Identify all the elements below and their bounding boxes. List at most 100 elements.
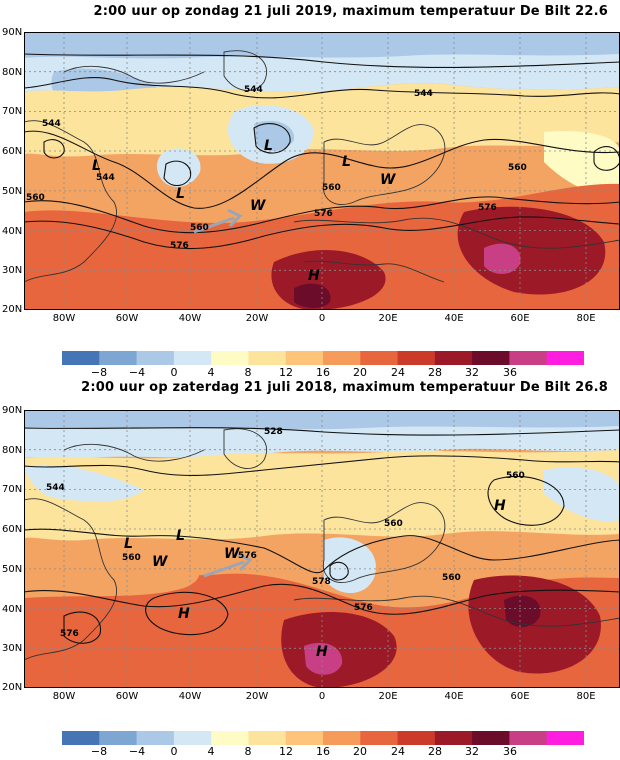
- p1-lat-label: 70N: [2, 106, 23, 117]
- cb1-tick: −8: [90, 366, 108, 379]
- p1-wind-label: W: [250, 198, 266, 214]
- p2-contour-label: 576: [238, 551, 257, 561]
- p2-wind-label: W: [224, 546, 240, 562]
- colorbar-swatch: [546, 351, 585, 365]
- p1-lon-label: 40E: [444, 313, 464, 324]
- colorbar-swatch: [323, 731, 361, 745]
- p2-contour-label: 560: [442, 573, 461, 583]
- p2-wind-label: W: [152, 554, 168, 570]
- cb1-tick: 12: [279, 366, 293, 379]
- p1-wind-label: W: [380, 172, 396, 188]
- p2-lat-label: 50N: [2, 564, 23, 575]
- colorbar-swatch: [173, 351, 212, 365]
- panel1-title: 2:00 uur op zondag 21 juli 2019, maximum…: [93, 4, 608, 19]
- p1-lat-label: 80N: [2, 67, 23, 78]
- p1-lon-label: 80W: [52, 313, 76, 324]
- map-2019-svg: 544 544 544 544 560 560 560 576 576 576 …: [24, 32, 620, 310]
- p2-contour-label: 560: [122, 553, 141, 563]
- cb2-tick: 28: [428, 745, 442, 758]
- p1-contour-label: 544: [414, 89, 433, 99]
- p2-contour-label: 576: [354, 603, 373, 613]
- cb2-tick: 32: [465, 745, 479, 758]
- p2-lon-label: 60W: [115, 691, 139, 702]
- p2-lon-label: 80E: [576, 691, 596, 702]
- p1-pressure-label: L: [176, 186, 185, 202]
- colorbar-swatch: [99, 731, 138, 745]
- colorbar-swatch: [211, 731, 249, 745]
- p1-contour-label: 544: [96, 173, 115, 183]
- colorbar-swatch: [472, 731, 510, 745]
- p1-contour-label: 560: [508, 163, 527, 173]
- cb2-tick: −8: [90, 745, 108, 758]
- colorbar-swatch: [397, 731, 436, 745]
- colorbar-swatch: [136, 731, 175, 745]
- p1-contour-label: 560: [26, 193, 45, 203]
- colorbar-swatch: [509, 351, 548, 365]
- p1-lon-label: 40W: [178, 313, 202, 324]
- p1-lon-label: 0: [318, 313, 326, 324]
- cb1-tick: 32: [465, 366, 479, 379]
- colorbar-top-svg: [62, 351, 585, 365]
- colorbar-bottom-svg: [62, 731, 585, 745]
- p2-lon-label: 80W: [52, 691, 76, 702]
- p1-lat-label: 90N: [2, 27, 23, 38]
- panel2-title: 2:00 uur op zaterdag 21 juli 2018, maxim…: [81, 380, 608, 395]
- p1-pressure-label: H: [308, 268, 320, 284]
- p2-lon-label: 20E: [378, 691, 398, 702]
- colorbar-swatch: [285, 351, 324, 365]
- colorbar-swatch: [136, 351, 175, 365]
- colorbar-swatch: [248, 351, 287, 365]
- p2-contour-label: 576: [60, 629, 79, 639]
- p1-lon-label: 80E: [576, 313, 596, 324]
- colorbar-swatch: [546, 731, 585, 745]
- cb1-tick: −4: [128, 366, 146, 379]
- p2-contour-label: 528: [264, 427, 283, 437]
- cb1-tick: 16: [316, 366, 330, 379]
- colorbar-swatch: [434, 731, 473, 745]
- p2-contour-label: 578: [312, 577, 331, 587]
- p2-lat-label: 60N: [2, 524, 23, 535]
- p1-contour-label: 560: [190, 223, 209, 233]
- colorbar-swatch: [62, 731, 100, 745]
- p2-contour-label: 544: [46, 483, 65, 493]
- cb1-tick: 0: [170, 366, 178, 379]
- cb2-tick: 36: [503, 745, 517, 758]
- p2-lat-label: 80N: [2, 445, 23, 456]
- cb1-tick: 24: [391, 366, 405, 379]
- p1-contour-label: 576: [170, 241, 189, 251]
- colorbar-swatch: [360, 351, 399, 365]
- p1-lat-label: 60N: [2, 146, 23, 157]
- p2-lon-label: 40W: [178, 691, 202, 702]
- p1-contour-label: 544: [42, 119, 61, 129]
- cb2-tick: 24: [391, 745, 405, 758]
- p2-pressure-label: H: [494, 498, 506, 514]
- colorbar-top: [62, 350, 585, 365]
- p2-pressure-label: H: [316, 644, 328, 660]
- p2-pressure-label: L: [124, 536, 133, 552]
- p2-lat-label: 30N: [2, 643, 23, 654]
- cb2-tick: 16: [316, 745, 330, 758]
- p2-pressure-label: H: [178, 606, 190, 622]
- p1-pressure-label: L: [264, 138, 273, 154]
- colorbar-swatch: [472, 351, 510, 365]
- map-2018-svg: 528 544 560 576 560 560 560 576 578 576 …: [24, 410, 620, 688]
- colorbar-swatch: [62, 351, 100, 365]
- colorbar-swatch: [173, 731, 212, 745]
- p1-lon-label: 20W: [245, 313, 269, 324]
- p2-contour-label: 560: [384, 519, 403, 529]
- colorbar-swatch: [434, 351, 473, 365]
- p2-lat-label: 90N: [2, 405, 23, 416]
- p2-lon-label: 20W: [245, 691, 269, 702]
- cb1-tick: 8: [244, 366, 252, 379]
- p1-contour-label: 576: [478, 203, 497, 213]
- p1-pressure-label: L: [92, 158, 101, 174]
- cb1-tick: 28: [428, 366, 442, 379]
- colorbar-swatch: [323, 351, 361, 365]
- map-panel-2018: 528 544 560 576 560 560 560 576 578 576 …: [24, 410, 620, 688]
- p1-lat-label: 30N: [2, 265, 23, 276]
- colorbar-bottom: [62, 730, 585, 745]
- cb2-tick: 0: [170, 745, 178, 758]
- colorbar-swatch: [99, 351, 138, 365]
- p2-lon-label: 0: [318, 691, 326, 702]
- p1-lat-label: 20N: [2, 304, 23, 315]
